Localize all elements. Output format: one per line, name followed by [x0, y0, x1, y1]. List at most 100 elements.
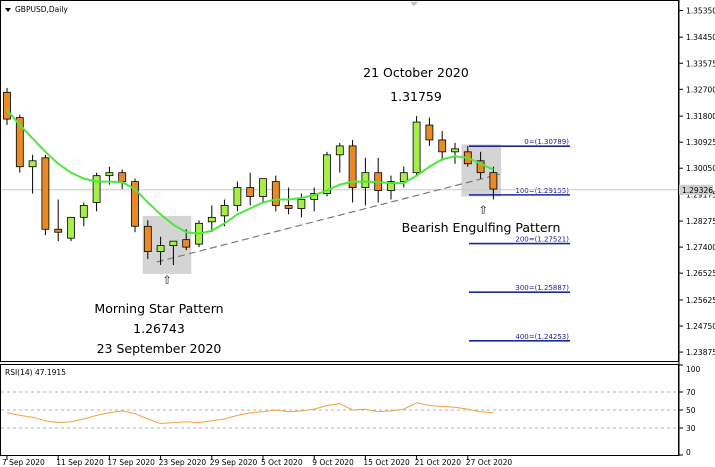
dropdown-arrow-icon[interactable] [5, 8, 11, 12]
time-tick-label: 23 Sep 2020 [159, 458, 207, 467]
candle [476, 151, 485, 179]
candle-body [220, 205, 229, 217]
candle-body [361, 172, 370, 188]
candle-body [92, 175, 101, 203]
candle [451, 142, 459, 164]
candle [169, 240, 178, 265]
price-tick-label: 1.31800 [686, 112, 715, 121]
candle [156, 236, 165, 265]
candle [143, 220, 152, 260]
candle-body [348, 145, 357, 188]
rsi-y-axis: 100 70 50 30 0 [679, 364, 701, 457]
candle-body [3, 91, 11, 120]
symbol-label: GBPUSD,Daily [15, 5, 68, 14]
candle [271, 175, 280, 212]
time-tick-label: 9 Oct 2020 [312, 458, 354, 467]
candle [412, 116, 421, 176]
time-tick-label: 11 Sep 2020 [56, 458, 104, 467]
rsi-tick-label: 100 [686, 365, 701, 374]
candle-body [297, 199, 306, 209]
current-price-label: 1.29326 [682, 186, 713, 195]
time-tick-label: 21 Oct 2020 [415, 458, 462, 467]
fib-level-label: 200=(1.27521) [515, 236, 569, 244]
rsi-tick-label: 50 [686, 406, 696, 415]
candle-body [335, 145, 344, 156]
candle-body [284, 205, 293, 209]
candle [207, 205, 216, 233]
candle [323, 151, 331, 197]
candle-body [182, 239, 191, 248]
candle-body [412, 121, 421, 174]
annotation-top-price: 1.31759 [390, 89, 442, 104]
price-tick-label: 1.30925 [686, 138, 715, 147]
candle [246, 172, 255, 206]
candle-body [131, 181, 139, 227]
candle [284, 187, 293, 215]
candle [438, 131, 447, 161]
time-tick-label: 15 Oct 2020 [363, 458, 410, 467]
time-tick-label: 27 Oct 2020 [466, 458, 513, 467]
price-tick-label: 1.28275 [686, 217, 715, 226]
time-tick-label: 7 Sep 2020 [2, 458, 45, 467]
candle [425, 117, 434, 146]
annotation-bearish-engulfing: Bearish Engulfing Pattern [402, 220, 561, 235]
fib-level-label: 0=(1.30789) [524, 138, 569, 146]
annotation-morning-star-price: 1.26743 [133, 321, 185, 336]
time-tick-label: 17 Sep 2020 [107, 458, 155, 467]
rsi-level-lines [1, 391, 678, 429]
candle-body [233, 187, 242, 206]
candle [489, 166, 498, 200]
candle-body [387, 181, 395, 191]
price-tick-label: 1.30050 [686, 164, 715, 173]
trendline [156, 173, 500, 263]
price-tick-label: 1.35350 [686, 6, 715, 15]
time-tick-label: 5 Oct 2020 [261, 458, 303, 467]
annotation-morning-star-name: Morning Star Pattern [94, 301, 223, 316]
up-arrow-icon: ⇧ [162, 273, 171, 286]
candle-body [489, 172, 498, 190]
price-tick-label: 1.23875 [686, 348, 715, 357]
candle [28, 154, 37, 194]
time-tick-label: 29 Sep 2020 [210, 458, 258, 467]
candle-body [79, 205, 88, 218]
candle-body [41, 157, 50, 230]
candle-body [105, 172, 114, 177]
candle-body [207, 216, 216, 223]
price-tick-label: 1.33575 [686, 59, 715, 68]
up-arrow-icon: ⇧ [479, 203, 488, 216]
candle [79, 202, 88, 227]
current-price-tag: 1.29326 [679, 184, 713, 195]
candle-body [259, 178, 267, 197]
candle [131, 178, 139, 233]
candle-body [399, 172, 408, 183]
candle [54, 199, 63, 242]
price-tick-label: 1.34450 [686, 33, 715, 42]
candle [387, 175, 395, 200]
fib-level-label: 300=(1.25887) [515, 284, 569, 292]
candle-body [169, 240, 178, 247]
candle-body [246, 187, 255, 197]
candle [220, 199, 229, 227]
fib-level-label: 100=(1.29155) [515, 187, 569, 195]
rsi-tick-label: 30 [686, 424, 696, 433]
candle-body [15, 117, 24, 168]
price-tick-label: 1.26525 [686, 269, 715, 278]
pattern-arrows: ⇧⇧ [162, 203, 487, 286]
scroll-marker-icon [410, 2, 418, 6]
candle-body [438, 139, 447, 153]
candle [259, 178, 267, 203]
candle [41, 154, 50, 236]
candle [335, 142, 344, 173]
price-tick-label: 1.32700 [686, 85, 715, 94]
candle [3, 87, 11, 126]
fibonacci-levels: 0=(1.30789) 100=(1.29155) 200=(1.27521) 300… [469, 138, 570, 342]
candle-body [67, 216, 75, 239]
candle-body [476, 160, 485, 174]
candle-body [118, 172, 127, 183]
fib-level-label: 400=(1.24253) [515, 333, 569, 341]
candle [67, 216, 75, 242]
candle [233, 181, 242, 212]
price-tick-label: 1.25625 [686, 296, 715, 305]
candle-body [323, 154, 331, 194]
